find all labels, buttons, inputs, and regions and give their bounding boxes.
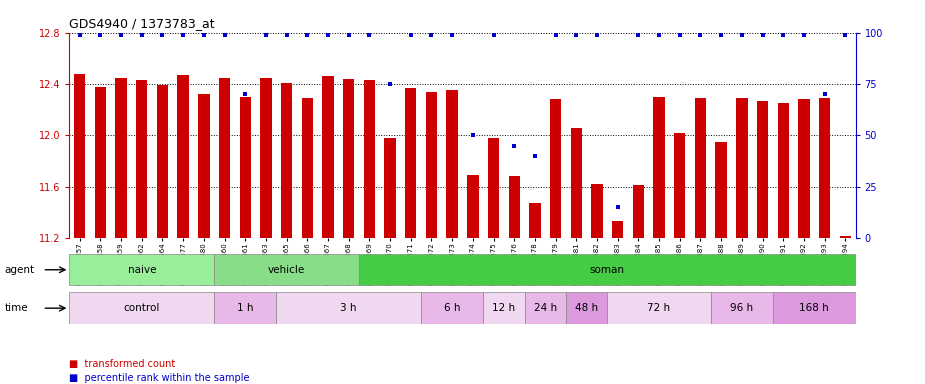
Bar xyxy=(136,80,147,238)
Bar xyxy=(69,293,215,324)
Bar xyxy=(426,92,438,238)
Bar xyxy=(447,90,458,238)
Bar xyxy=(612,222,623,238)
Bar xyxy=(736,98,747,238)
Text: ■  transformed count: ■ transformed count xyxy=(69,359,176,369)
Text: 168 h: 168 h xyxy=(799,303,829,313)
Bar xyxy=(385,138,396,238)
Text: vehicle: vehicle xyxy=(268,265,305,275)
Bar xyxy=(74,74,85,238)
Bar xyxy=(260,78,272,238)
Text: 48 h: 48 h xyxy=(575,303,598,313)
Bar xyxy=(674,133,685,238)
Bar xyxy=(608,293,710,324)
Bar xyxy=(591,184,603,238)
Bar xyxy=(509,177,520,238)
Bar xyxy=(215,293,277,324)
Bar xyxy=(343,79,354,238)
Bar xyxy=(524,293,566,324)
Text: 1 h: 1 h xyxy=(237,303,253,313)
Bar xyxy=(116,78,127,238)
Text: agent: agent xyxy=(5,265,35,275)
Text: 96 h: 96 h xyxy=(730,303,753,313)
Text: control: control xyxy=(124,303,160,313)
Bar xyxy=(633,185,644,238)
Text: naive: naive xyxy=(128,265,156,275)
Bar xyxy=(215,254,359,285)
Bar xyxy=(421,293,483,324)
Bar xyxy=(302,98,313,238)
Bar xyxy=(322,76,334,238)
Bar xyxy=(405,88,416,238)
Text: 24 h: 24 h xyxy=(534,303,557,313)
Bar xyxy=(695,98,706,238)
Bar xyxy=(240,97,251,238)
Bar xyxy=(757,101,768,238)
Bar xyxy=(281,83,292,238)
Bar xyxy=(359,254,856,285)
Bar xyxy=(94,86,106,238)
Bar xyxy=(840,235,851,238)
Text: soman: soman xyxy=(590,265,624,275)
Bar xyxy=(157,85,168,238)
Bar xyxy=(773,293,856,324)
Bar xyxy=(198,94,210,238)
Bar xyxy=(483,293,524,324)
Text: ■  percentile rank within the sample: ■ percentile rank within the sample xyxy=(69,373,250,383)
Bar xyxy=(550,99,561,238)
Bar xyxy=(69,254,215,285)
Text: 12 h: 12 h xyxy=(492,303,515,313)
Text: 72 h: 72 h xyxy=(648,303,671,313)
Bar xyxy=(819,98,831,238)
Text: GDS4940 / 1373783_at: GDS4940 / 1373783_at xyxy=(69,17,215,30)
Bar xyxy=(277,293,421,324)
Bar xyxy=(710,293,773,324)
Bar xyxy=(566,293,608,324)
Bar xyxy=(467,175,478,238)
Bar xyxy=(178,75,189,238)
Bar xyxy=(778,103,789,238)
Text: 6 h: 6 h xyxy=(444,303,461,313)
Bar xyxy=(653,97,665,238)
Text: time: time xyxy=(5,303,29,313)
Bar xyxy=(364,80,375,238)
Bar xyxy=(487,138,500,238)
Bar xyxy=(571,127,582,238)
Bar xyxy=(798,99,809,238)
Bar xyxy=(529,204,540,238)
Bar xyxy=(715,142,727,238)
Bar xyxy=(219,78,230,238)
Text: 3 h: 3 h xyxy=(340,303,357,313)
